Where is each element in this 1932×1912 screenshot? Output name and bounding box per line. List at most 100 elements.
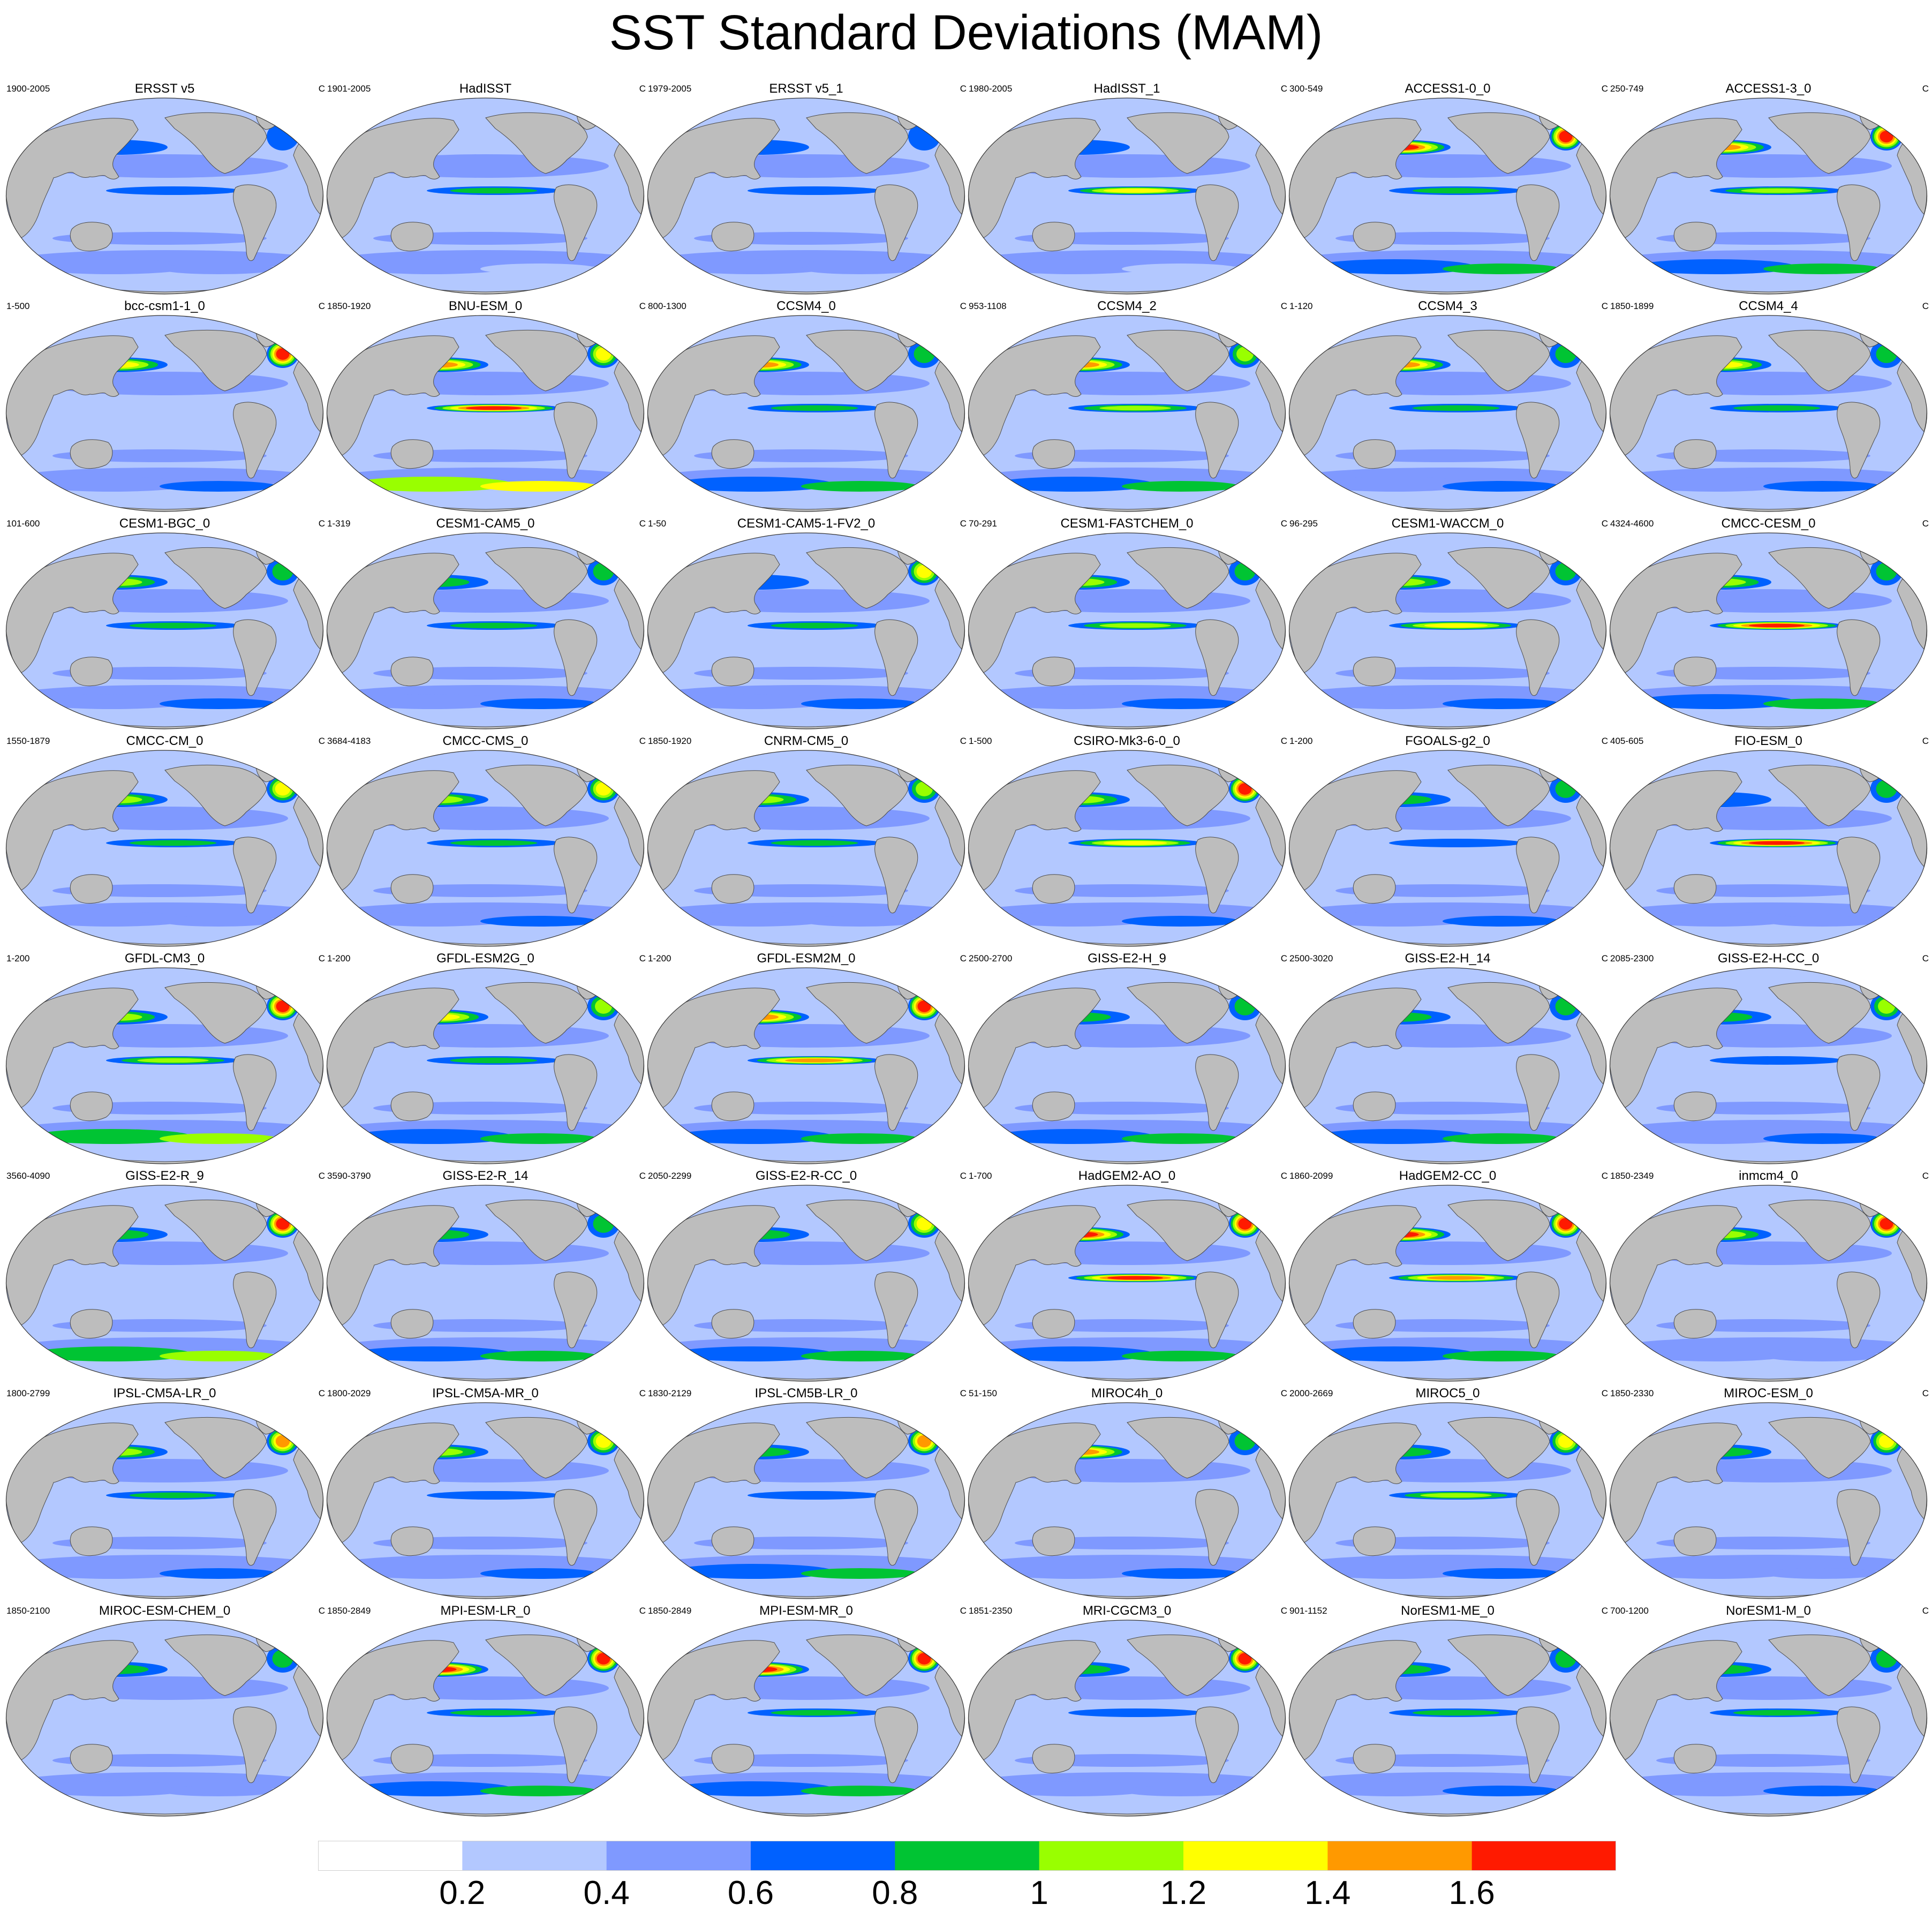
colorbar-tick-label: 0.8: [872, 1875, 918, 1911]
north-atlantic-anomaly: [1238, 1218, 1252, 1230]
map-panel: MRI-CGCM3_0 1851-2350 C: [967, 1602, 1287, 1820]
enso-tongue: [129, 622, 217, 629]
sst-map: [1609, 1402, 1928, 1599]
enso-tongue: [785, 1058, 844, 1063]
panel-years: 1850-1920: [648, 736, 692, 746]
land-mass: [1516, 837, 1560, 914]
land-mass: [554, 1706, 598, 1783]
land-mass: [711, 439, 754, 469]
land-mass: [6, 335, 139, 456]
map-panel: CMCC-CM_0 1550-1879 C: [4, 733, 325, 950]
southern-ocean-band: [673, 1564, 833, 1579]
southern-ocean-band: [31, 694, 192, 709]
panel-title: CCSM4_3: [1418, 299, 1477, 313]
panel-unit: C: [960, 1388, 967, 1398]
land-mass: [1127, 1634, 1229, 1696]
enso-tongue: [771, 1710, 858, 1716]
colorbar-swatch: [1471, 1841, 1616, 1871]
colorbar-tick-label: 1.2: [1160, 1875, 1207, 1911]
southern-ocean-core: [801, 1786, 919, 1796]
land-mass: [390, 439, 434, 469]
southern-ocean-core: [480, 1786, 598, 1796]
southern-ocean-core: [160, 264, 277, 274]
land-mass: [1127, 112, 1229, 174]
sst-map: [647, 532, 965, 729]
panel-unit: C: [960, 1606, 967, 1616]
colorbar-swatch: [606, 1841, 751, 1871]
enso-tongue: [106, 186, 240, 195]
colorbar-tick-label: 1.4: [1304, 1875, 1351, 1911]
north-atlantic-anomaly: [272, 1650, 293, 1668]
land-mass: [1447, 764, 1550, 826]
sst-map: [326, 1402, 645, 1599]
map-frame: [5, 532, 324, 729]
land-mass: [1768, 112, 1871, 174]
panel-title: HadGEM2-AO_0: [1078, 1169, 1176, 1183]
land-mass: [164, 1417, 267, 1479]
land-mass: [1673, 439, 1717, 469]
land-mass: [968, 335, 1101, 456]
land-mass: [1127, 1199, 1229, 1261]
land-mass: [1353, 222, 1396, 252]
sst-map: [968, 967, 1286, 1164]
land-mass: [1353, 1526, 1396, 1556]
land-mass: [390, 657, 434, 687]
land-mass: [1353, 1309, 1396, 1339]
map-frame: [1288, 1620, 1607, 1817]
panel-years: 250-749: [1610, 84, 1644, 94]
panel-title: FIO-ESM_0: [1734, 734, 1802, 748]
north-atlantic-anomaly: [1880, 1218, 1893, 1230]
map-frame: [1288, 967, 1607, 1164]
panel-title: GISS-E2-H_9: [1088, 951, 1166, 966]
sst-map: [5, 532, 324, 729]
panel-title: IPSL-CM5B-LR_0: [754, 1386, 858, 1401]
land-mass: [1673, 1526, 1717, 1556]
panel-years: 1860-2099: [1289, 1171, 1333, 1181]
north-atlantic-anomaly: [595, 1434, 612, 1448]
map-frame: [5, 1185, 324, 1382]
land-mass: [1447, 112, 1550, 174]
map-frame: [647, 1402, 965, 1599]
southern-ocean-band: [31, 1564, 192, 1579]
land-mass: [233, 619, 277, 696]
enso-tongue: [1099, 405, 1171, 411]
map-frame: [5, 1402, 324, 1599]
sst-map: [1609, 315, 1928, 512]
land-mass: [1516, 619, 1560, 696]
southern-ocean-band: [1635, 1346, 1795, 1361]
map-frame: [5, 750, 324, 947]
panel-unit: C: [318, 953, 325, 963]
land-mass: [1032, 439, 1075, 469]
colorbar-tick-label: 0.4: [583, 1875, 630, 1911]
southern-ocean-band: [673, 912, 833, 927]
map-panel: ACCESS1-3_0 250-749 C: [1608, 80, 1929, 298]
panel-unit: C: [960, 518, 967, 529]
sst-map: [968, 315, 1286, 512]
land-mass: [1610, 553, 1742, 674]
map-frame: [968, 1620, 1286, 1817]
land-mass: [1032, 874, 1075, 904]
enso-tongue: [450, 840, 538, 846]
panel-years: 2050-2299: [648, 1171, 692, 1181]
southern-ocean-band: [352, 259, 512, 274]
panel-unit: C: [1922, 1606, 1929, 1616]
land-mass: [968, 988, 1101, 1109]
map-panel: IPSL-CM5A-MR_0 1800-2029 C: [325, 1385, 646, 1602]
southern-ocean-band: [352, 1564, 512, 1579]
land-mass: [1610, 1205, 1742, 1326]
colorbar-swatch: [751, 1841, 895, 1871]
southern-ocean-band: [1635, 1781, 1795, 1796]
map-panel: CESM1-WACCM_0 96-295 C: [1287, 515, 1608, 733]
map-frame: [1609, 1620, 1928, 1817]
map-frame: [1609, 1402, 1928, 1599]
southern-ocean-band: [1314, 1346, 1475, 1361]
land-mass: [1516, 1271, 1560, 1349]
southern-ocean-core: [801, 698, 919, 709]
colorbar-swatch: [318, 1841, 463, 1871]
southern-ocean-band: [1314, 1129, 1475, 1144]
southern-ocean-core: [1443, 1568, 1560, 1579]
land-mass: [806, 547, 909, 609]
land-mass: [968, 1422, 1101, 1544]
panel-unit: C: [1601, 1388, 1608, 1398]
land-mass: [1289, 1205, 1422, 1326]
